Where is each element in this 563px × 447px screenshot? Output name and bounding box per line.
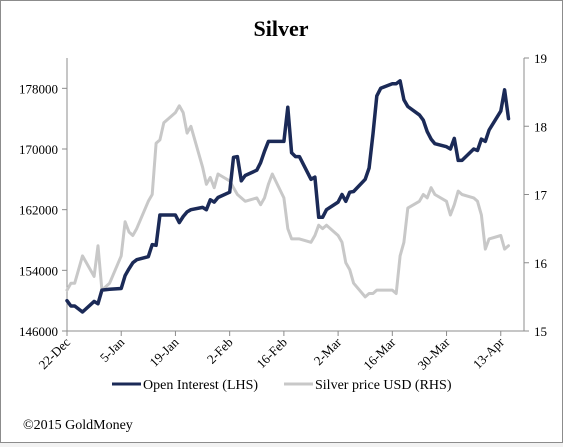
x-tick-label: 16-Feb — [253, 335, 290, 372]
x-tick-label: 30-Mar — [414, 334, 453, 373]
legend: Open Interest (LHS) Silver price USD (RH… — [112, 378, 452, 393]
legend-label-open-interest: Open Interest (LHS) — [143, 378, 258, 393]
axes: 146000 154000 162000 170000 178000 15 16 17 18 19… — [19, 51, 548, 373]
y-right-tick-label: 19 — [534, 51, 547, 66]
x-tick-label: 5-Jan — [97, 334, 128, 365]
y-right-tick-label: 16 — [534, 256, 548, 271]
x-tick-label: 13-Apr — [470, 334, 508, 372]
y-left-tick-label: 154000 — [19, 263, 58, 278]
silver-price-line — [65, 104, 510, 299]
chart-title: Silver — [254, 16, 309, 41]
open-interest-line — [65, 79, 511, 314]
y-left-tick-label: 178000 — [19, 81, 58, 96]
y-left-tick-label: 162000 — [19, 203, 58, 218]
y-right-tick-label: 15 — [534, 324, 547, 339]
legend-label-silver-price: Silver price USD (RHS) — [315, 378, 452, 393]
y-right-tick-label: 18 — [534, 119, 547, 134]
series-layer — [65, 79, 511, 314]
x-tick-label: 2-Mar — [311, 334, 345, 368]
copyright-text: ©2015 GoldMoney — [23, 418, 133, 433]
x-tick-label: 2-Feb — [204, 335, 236, 367]
x-tick-label: 16-Mar — [360, 334, 399, 373]
y-left-tick-label: 146000 — [19, 324, 58, 339]
x-tick-label: 22-Dec — [35, 334, 73, 372]
y-right-tick-label: 17 — [534, 188, 548, 203]
y-left-tick-label: 170000 — [19, 142, 58, 157]
x-tick-label: 19-Jan — [146, 334, 181, 369]
